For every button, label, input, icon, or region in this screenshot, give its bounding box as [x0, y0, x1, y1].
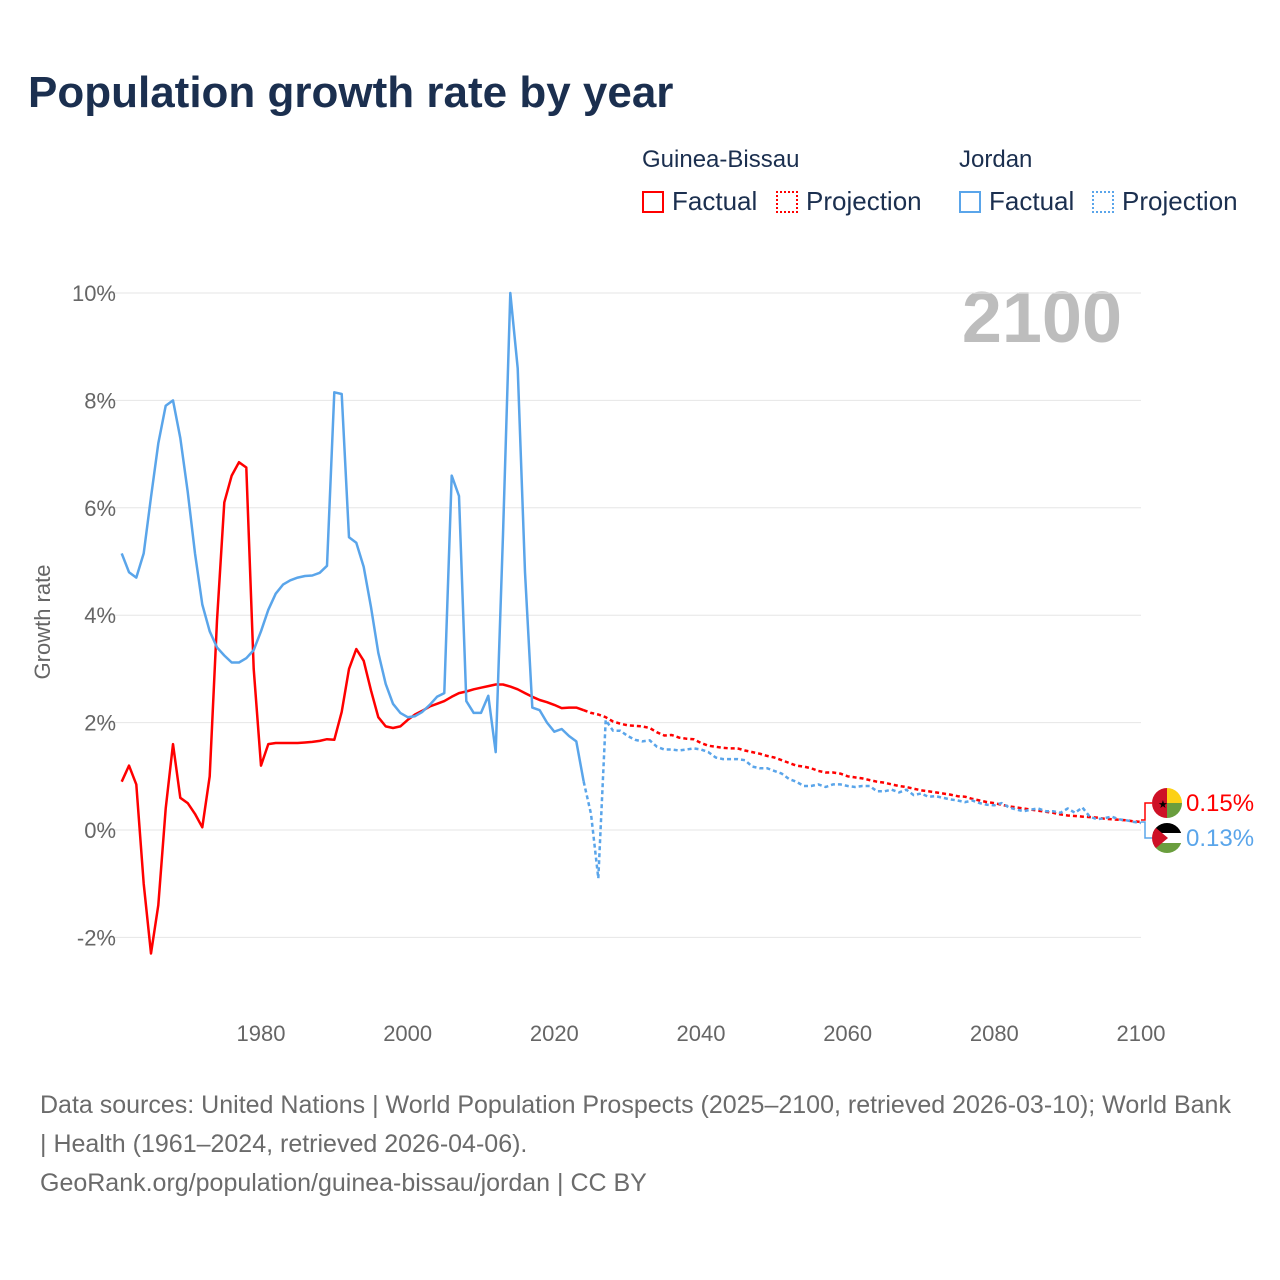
legend-swatch-solid	[642, 190, 664, 213]
legend-gb-factual[interactable]: Factual	[642, 186, 757, 217]
y-tick-label: 8%	[84, 388, 116, 413]
x-tick-label: 2060	[823, 1021, 872, 1046]
year-watermark: 2100	[962, 278, 1122, 358]
x-tick-label: 1980	[237, 1021, 286, 1046]
x-tick-label: 2000	[383, 1021, 432, 1046]
y-tick-label: 2%	[84, 711, 116, 736]
series-line-guinea-bissau-factual	[120, 460, 585, 955]
legend-label: Projection	[806, 186, 922, 216]
y-axis-label: Growth rate	[30, 565, 55, 680]
legend-swatch-dotted	[776, 190, 798, 213]
legend-gb-projection[interactable]: Projection	[776, 186, 922, 217]
jordan-flag-icon	[1152, 823, 1182, 853]
legend-swatch-dotted	[1092, 190, 1114, 213]
legend-label: Factual	[672, 186, 758, 216]
y-tick-label: 10%	[72, 281, 116, 306]
legend-label: Projection	[1122, 186, 1238, 216]
end-connector	[1141, 821, 1152, 839]
guinea-bissau-flag-icon: ★	[1152, 788, 1182, 818]
end-value-jordan: 0.13%	[1186, 825, 1254, 852]
footer: Data sources: United Nations | World Pop…	[40, 1086, 1240, 1203]
source-link[interactable]: GeoRank.org/population/guinea-bissau/jor…	[40, 1169, 647, 1197]
legend-group-guinea-bissau: Guinea-Bissau	[642, 146, 800, 173]
legend-swatch-solid	[959, 190, 981, 213]
x-tick-label: 2100	[1117, 1021, 1166, 1046]
end-connector	[1141, 802, 1152, 821]
y-tick-label: 4%	[84, 603, 116, 628]
y-tick-label: -2%	[77, 925, 116, 950]
page-title: Population growth rate by year	[28, 68, 674, 117]
svg-text:★: ★	[1158, 799, 1168, 811]
x-tick-label: 2040	[677, 1021, 726, 1046]
legend-jo-projection[interactable]: Projection	[1092, 186, 1238, 217]
y-tick-label: 0%	[84, 818, 116, 843]
legend-jo-factual[interactable]: Factual	[959, 186, 1074, 217]
data-sources: Data sources: United Nations | World Pop…	[40, 1091, 1231, 1158]
legend-group-jordan: Jordan	[959, 146, 1033, 173]
series-line-guinea-bissau-projection	[583, 709, 1142, 824]
series-line-jordan-factual	[120, 291, 585, 782]
x-tick-label: 2080	[970, 1021, 1019, 1046]
y-tick-label: 6%	[84, 496, 116, 521]
legend-label: Factual	[989, 186, 1075, 216]
end-value-guinea-bissau: 0.15%	[1186, 790, 1254, 817]
x-tick-label: 2020	[530, 1021, 579, 1046]
series-line-jordan-projection	[582, 718, 1142, 880]
